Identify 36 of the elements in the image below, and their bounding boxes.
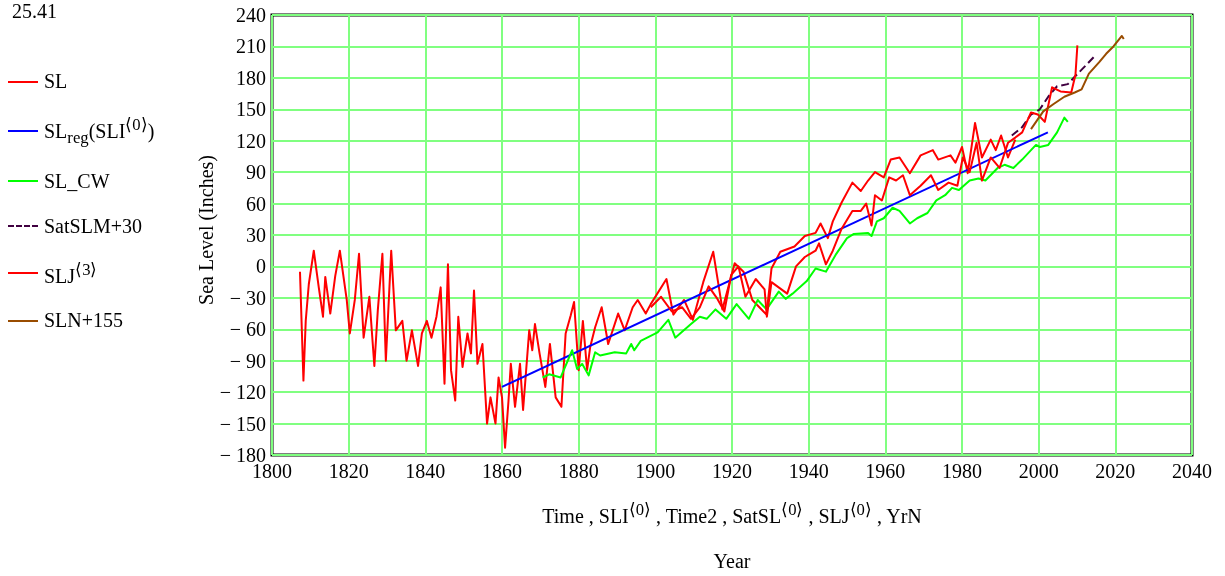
x-tick-label: 1860 bbox=[482, 460, 522, 482]
x-tick-label: 2040 bbox=[1172, 460, 1212, 482]
x-tick-label: 1960 bbox=[865, 460, 906, 482]
x-tick-label: 1940 bbox=[788, 460, 829, 482]
x-tick-label: 1980 bbox=[942, 460, 982, 482]
x-tick-label: 1880 bbox=[558, 460, 599, 482]
y-tick-label: − 120 bbox=[219, 381, 266, 404]
x-axis-title: Time , SLI$^{⟨0⟩}$ , Time2 , SatSL$^{⟨0⟩}$ , SLJ$^{⟨0⟩}$ , YrN bbox=[542, 500, 922, 528]
y-tick-label: − 60 bbox=[229, 318, 266, 341]
x-tick-label: 1900 bbox=[635, 460, 676, 482]
legend-label: SLN+155 bbox=[44, 309, 124, 333]
y-tick-label: 60 bbox=[246, 192, 266, 215]
x-tick-label: 1840 bbox=[405, 460, 446, 482]
legend-label: SL_CW bbox=[44, 169, 110, 193]
y-axis-title: Sea Level (Inches) bbox=[194, 155, 218, 305]
y-tick-label: − 150 bbox=[219, 412, 266, 435]
y-tick-label: 30 bbox=[246, 224, 266, 246]
y-tick-label: 240 bbox=[236, 4, 266, 26]
y-tick-label: 150 bbox=[236, 98, 266, 121]
y-tick-label: 90 bbox=[246, 161, 266, 184]
x-tick-label: 1920 bbox=[712, 460, 752, 482]
y-tick-label: 180 bbox=[236, 66, 266, 89]
y-tick-label: 0 bbox=[256, 255, 266, 278]
legend-label: SL bbox=[44, 70, 68, 93]
y-tick-label: 210 bbox=[236, 35, 266, 58]
x-tick-label: 1820 bbox=[328, 460, 369, 482]
x-tick-label: 2000 bbox=[1018, 460, 1059, 482]
y-tick-label: − 30 bbox=[229, 286, 266, 309]
legend-label: SL$_{reg}$(SLI$^{⟨0⟩}$) bbox=[44, 115, 155, 148]
x-tick-label: 2020 bbox=[1095, 460, 1136, 482]
text: Year bbox=[713, 550, 751, 573]
legend-label: SLJ$^{⟨3⟩}$ bbox=[44, 259, 98, 288]
y-tick-label: 120 bbox=[236, 129, 266, 152]
text: 25.41 bbox=[12, 0, 57, 23]
legend-label: SatSLM+30 bbox=[44, 214, 142, 238]
y-tick-label: − 90 bbox=[229, 349, 266, 372]
